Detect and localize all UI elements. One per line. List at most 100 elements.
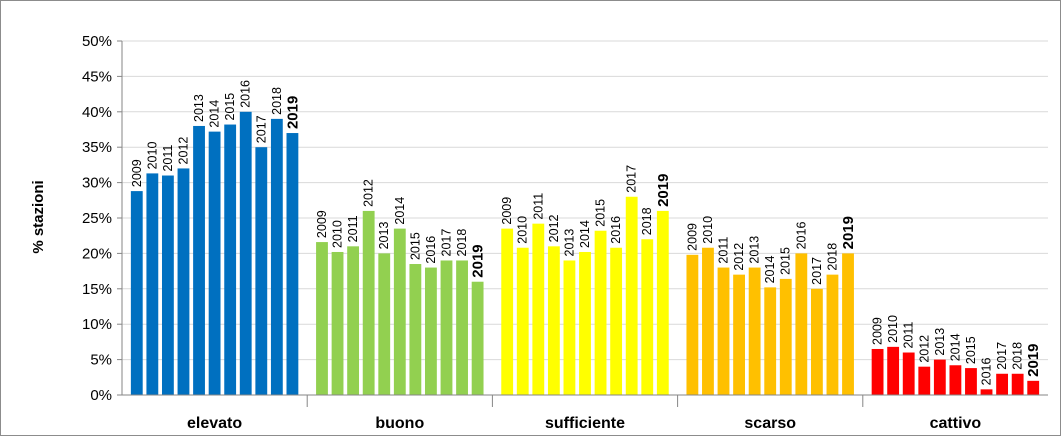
data-label-year: 2015 — [223, 93, 237, 121]
bar — [146, 173, 159, 395]
bar — [641, 239, 654, 395]
data-label-year: 2016 — [424, 236, 438, 264]
data-label-year: 2016 — [794, 222, 808, 250]
data-label-year: 2014 — [578, 220, 592, 248]
data-label-year: 2016 — [239, 80, 253, 108]
data-label-year: 2014 — [208, 100, 222, 128]
bar — [239, 111, 252, 396]
bar — [871, 348, 884, 395]
bar — [579, 251, 591, 395]
bar — [532, 223, 545, 395]
bar — [563, 260, 576, 395]
bar — [130, 191, 143, 395]
bar — [902, 352, 915, 395]
y-tick-label: 0% — [90, 387, 112, 404]
data-label-year: 2012 — [732, 243, 746, 271]
bar — [362, 210, 375, 395]
data-label-year: 2009 — [130, 159, 144, 187]
bar — [918, 366, 931, 395]
data-label-year: 2019 — [470, 244, 487, 277]
data-label-year: 2014 — [763, 256, 777, 284]
data-label-year: 2009 — [500, 197, 514, 225]
data-label-year: 2019 — [655, 174, 672, 207]
bar — [1011, 373, 1024, 395]
data-label-year: 2013 — [748, 236, 762, 264]
bar — [331, 251, 344, 395]
bar — [161, 175, 174, 395]
bar — [610, 247, 623, 395]
data-label-year: 2013 — [562, 229, 576, 257]
y-tick-label: 5% — [90, 352, 112, 369]
bar — [255, 147, 268, 395]
data-label-year: 2015 — [779, 247, 793, 275]
bar — [547, 246, 560, 395]
bar — [625, 196, 638, 395]
data-label-year: 2015 — [594, 199, 608, 227]
bar — [286, 133, 299, 396]
data-label-year: 2017 — [625, 165, 639, 193]
data-label-year: 2017 — [810, 257, 824, 285]
x-tick-label: elevato — [187, 415, 242, 432]
data-label-year: 2018 — [640, 207, 654, 235]
bar — [933, 359, 946, 395]
x-tick-label: buono — [375, 415, 424, 432]
axes — [121, 41, 1048, 407]
bar — [748, 267, 761, 395]
data-label-year: 2010 — [516, 216, 530, 244]
bar — [456, 260, 468, 395]
data-label-year: 2012 — [917, 335, 931, 363]
y-tick-label: 40% — [82, 104, 112, 121]
bar — [393, 228, 406, 395]
bar — [440, 260, 453, 395]
data-label-year: 2010 — [886, 315, 900, 343]
x-tick-label: sufficiente — [545, 415, 625, 432]
y-tick-label: 25% — [82, 210, 112, 227]
y-axis-ticks: 0% 5% 10% 15% 20% 25% 30% 35% 40% 45% 50% — [82, 33, 122, 404]
bar — [887, 346, 900, 395]
y-tick-label: 30% — [82, 175, 112, 192]
y-tick-label: 15% — [82, 281, 112, 298]
bar — [656, 210, 669, 395]
data-label-year: 2018 — [455, 229, 469, 257]
bar — [717, 267, 730, 395]
bar — [842, 253, 854, 395]
bar — [702, 247, 714, 395]
data-label-year: 2009 — [315, 210, 329, 238]
y-tick-label: 45% — [82, 68, 112, 85]
bar — [208, 131, 221, 395]
bar — [177, 168, 190, 395]
data-label-year: 2019 — [1025, 343, 1042, 376]
y-tick-label: 50% — [82, 33, 112, 50]
bar — [810, 288, 823, 395]
bar — [347, 246, 360, 395]
y-tick-label: 20% — [82, 245, 112, 262]
bar — [378, 253, 391, 395]
data-label-year: 2017 — [995, 342, 1009, 370]
data-label-year: 2014 — [393, 197, 407, 225]
data-label-year: 2019 — [840, 216, 857, 249]
bar — [996, 373, 1009, 395]
bar — [316, 242, 328, 395]
data-label-year: 2011 — [902, 322, 916, 349]
y-axis-label: % stazioni — [30, 180, 47, 253]
data-label-year: 2010 — [701, 216, 715, 244]
data-label-year: 2009 — [685, 223, 699, 251]
data-label-year: 2017 — [254, 115, 268, 143]
data-label-year: 2015 — [408, 232, 422, 260]
data-label-year: 2013 — [933, 328, 947, 356]
data-label-year: 2018 — [825, 243, 839, 271]
bar — [949, 365, 962, 395]
bar — [224, 124, 237, 395]
bar — [193, 125, 205, 396]
x-tick-label: scarso — [744, 415, 796, 432]
data-label-year: 2019 — [284, 96, 301, 129]
y-tick-label: 10% — [82, 316, 112, 333]
bar — [965, 368, 977, 395]
data-label-year: 2012 — [176, 137, 190, 165]
data-label-year: 2018 — [1011, 342, 1025, 370]
data-label-year: 2011 — [346, 215, 360, 242]
bar — [686, 254, 699, 395]
